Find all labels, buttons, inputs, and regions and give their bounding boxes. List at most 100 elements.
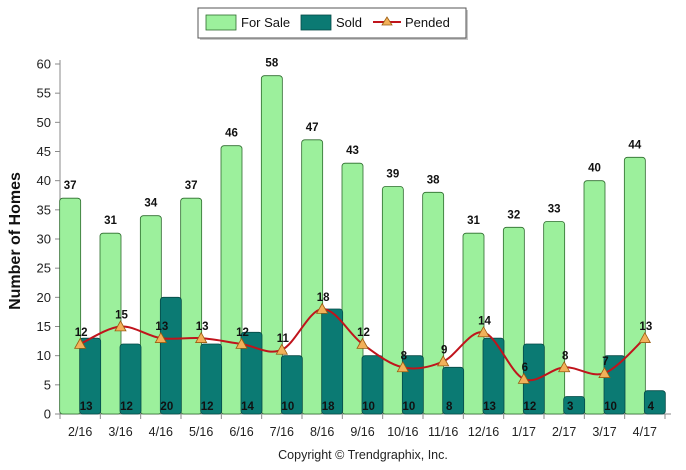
bar-for-sale — [462, 232, 485, 415]
sold-value-label: 20 — [160, 401, 173, 413]
pended-marker — [114, 320, 127, 332]
bar-sold — [482, 337, 505, 415]
bar-sold — [361, 355, 384, 415]
x-tick-label: 1/17 — [512, 425, 536, 439]
pended-value-label: 14 — [478, 315, 491, 327]
bar-for-sale — [502, 226, 525, 415]
x-tick-label: 11/16 — [428, 425, 458, 439]
bar-for-sale — [623, 156, 646, 415]
pended-series — [73, 302, 652, 384]
sold-value-label: 12 — [523, 401, 536, 413]
y-axis-title: Number of Homes — [7, 172, 24, 310]
sold-value-label: 18 — [322, 401, 335, 413]
for-sale-value-label: 31 — [467, 215, 480, 227]
pended-value-label: 12 — [75, 327, 88, 339]
y-tick-label: 45 — [37, 144, 51, 159]
pended-value-label: 8 — [562, 350, 569, 362]
y-tick-label: 25 — [37, 261, 51, 276]
bar-for-sale — [180, 197, 203, 415]
sold-value-label: 10 — [402, 401, 415, 413]
y-tick-label: 50 — [37, 115, 51, 130]
pended-marker — [517, 372, 531, 384]
pended-value-label: 7 — [602, 356, 608, 368]
x-tick-label: 4/17 — [633, 425, 657, 439]
sold-value-label: 4 — [648, 401, 655, 413]
bar-for-sale — [583, 180, 606, 415]
pended-value-label: 11 — [277, 333, 290, 345]
bar-sold — [280, 355, 303, 415]
x-tick-label: 5/16 — [189, 425, 213, 439]
bar-for-sale — [341, 162, 364, 415]
bar-for-sale — [301, 139, 324, 415]
x-tick-label: 2/16 — [68, 425, 92, 439]
bar-sold — [442, 366, 465, 415]
legend: For Sale Sold Pended — [197, 7, 468, 40]
legend-label-pended: Pended — [405, 15, 450, 30]
pended-marker — [275, 343, 289, 355]
pended-marker — [235, 337, 248, 349]
pended-marker — [194, 331, 208, 343]
y-tick-label: 55 — [37, 86, 51, 101]
bar-sold — [119, 343, 142, 415]
y-tick-label: 35 — [37, 202, 51, 217]
bar-sold — [240, 331, 263, 415]
bar-sold — [159, 296, 182, 415]
pended-marker — [315, 302, 329, 314]
for-sale-value-label: 33 — [548, 204, 561, 216]
x-tick-label: 4/16 — [149, 425, 173, 439]
pended-marker — [477, 326, 490, 338]
for-sale-value-label: 37 — [185, 180, 198, 192]
pended-marker — [436, 355, 450, 367]
legend-swatch-sold — [300, 14, 332, 31]
legend-marker-pended — [381, 16, 393, 26]
y-tick-label: 10 — [37, 348, 51, 363]
y-tick-label: 15 — [37, 319, 51, 334]
pended-marker — [598, 366, 611, 378]
sold-value-label: 12 — [201, 401, 214, 413]
x-ticks: 2/16 3/16 4/16 5/16 6/16 7/16 8/16 9/16 10/16 11/… — [59, 414, 666, 439]
for-sale-value-label: 43 — [346, 145, 359, 157]
for-sale-value-label: 34 — [144, 198, 157, 210]
pended-marker — [638, 331, 652, 343]
pended-value-label: 12 — [236, 327, 249, 339]
bar-sold — [321, 308, 344, 415]
x-tick-label: 10/16 — [387, 425, 418, 439]
bar-sold — [563, 396, 586, 415]
y-tick-label: 0 — [44, 407, 51, 422]
y-ticks: 0 5 10 15 20 25 30 35 40 45 50 55 60 — [37, 57, 60, 422]
x-tick-label: 6/16 — [229, 425, 253, 439]
x-tick-label: 3/16 — [108, 425, 132, 439]
pended-value-label: 18 — [317, 292, 330, 304]
pended-marker — [396, 361, 410, 373]
pended-marker — [557, 361, 571, 373]
pended-marker — [73, 337, 87, 349]
y-tick-label: 20 — [37, 290, 51, 305]
pended-value-label: 8 — [401, 350, 408, 362]
for-sale-value-label: 31 — [104, 215, 117, 227]
bar-for-sale — [99, 232, 122, 415]
for-sale-value-label: 44 — [628, 139, 641, 151]
bar-for-sale — [139, 215, 162, 415]
bar-sold — [643, 390, 666, 415]
bar-for-sale — [543, 221, 566, 415]
pended-value-label: 9 — [441, 345, 447, 357]
y-tick-label: 40 — [37, 173, 51, 188]
sold-value-label: 10 — [604, 401, 617, 413]
for-sale-value-label: 58 — [265, 58, 278, 70]
pended-value-label: 13 — [155, 321, 168, 333]
bar-for-sale — [59, 197, 82, 415]
y-tick-label: 5 — [44, 377, 51, 392]
bar-for-sale — [260, 75, 283, 415]
bar-for-sale — [381, 186, 404, 415]
legend-box — [197, 7, 467, 39]
legend-label-for-sale: For Sale — [241, 15, 290, 30]
for-sale-value-label: 40 — [588, 163, 601, 175]
for-sale-value-label: 37 — [64, 180, 77, 192]
x-tick-label: 3/17 — [592, 425, 616, 439]
copyright-text: Copyright © Trendgraphix, Inc. — [278, 448, 448, 462]
bar-sold — [200, 343, 223, 415]
bars — [59, 75, 666, 415]
